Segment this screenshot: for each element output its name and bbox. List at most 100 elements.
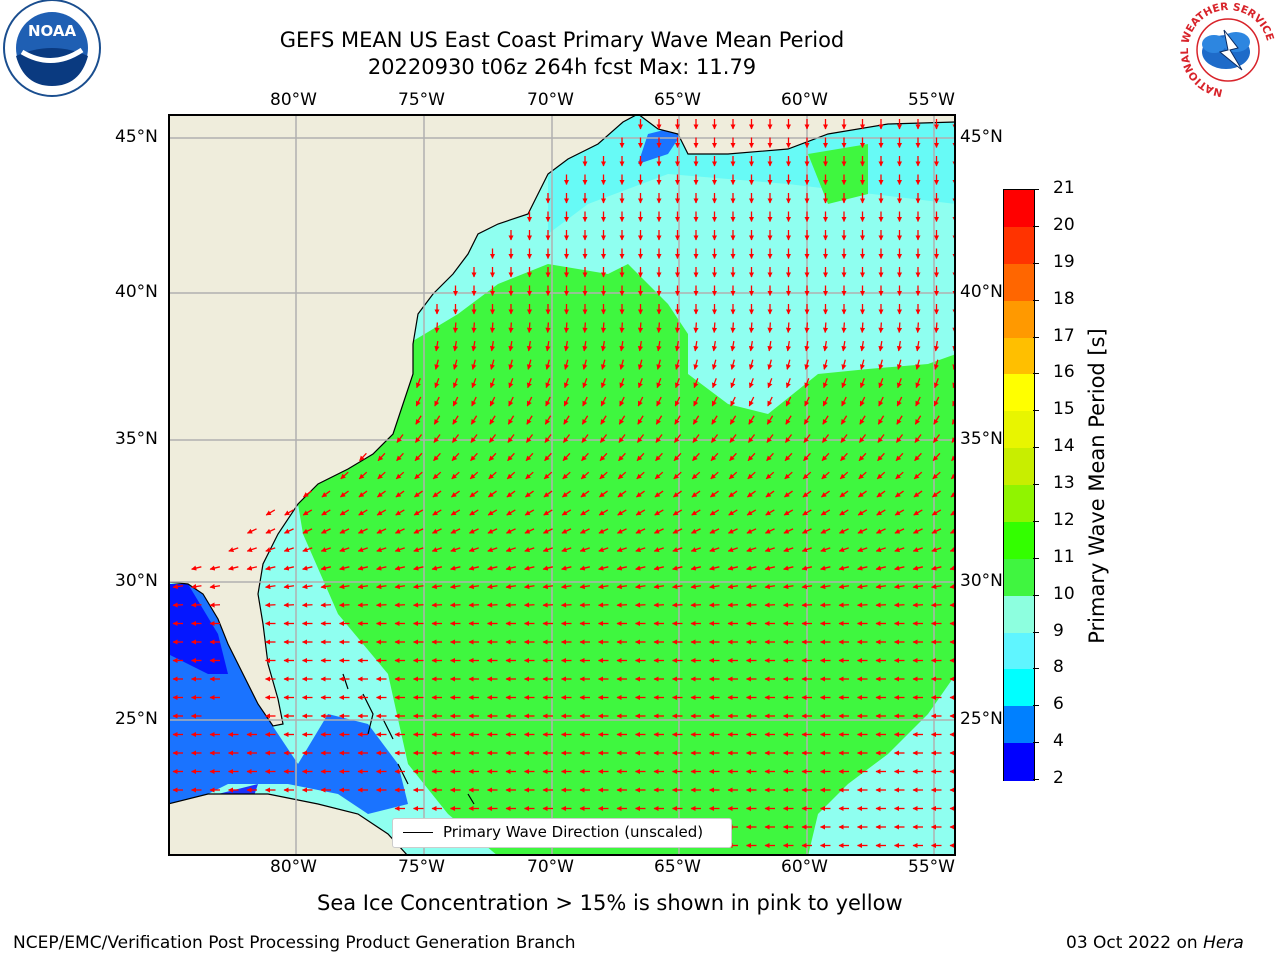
wave-direction-arrow xyxy=(524,565,535,571)
wave-direction-arrow xyxy=(431,565,443,571)
wave-direction-arrow xyxy=(637,322,644,334)
wave-direction-arrow xyxy=(914,415,922,425)
wave-direction-arrow xyxy=(376,547,387,553)
wave-direction-arrow xyxy=(841,322,847,334)
wave-direction-arrow xyxy=(858,434,867,443)
legend-line-icon xyxy=(403,832,433,833)
colorbar-tick-mark xyxy=(1033,520,1039,522)
wave-direction-arrow xyxy=(228,547,239,553)
wave-direction-arrow xyxy=(579,565,591,571)
wave-direction-arrow xyxy=(470,415,478,425)
wave-direction-arrow xyxy=(766,452,774,462)
wave-direction-arrow xyxy=(561,509,572,516)
wave-direction-arrow xyxy=(709,583,720,590)
wave-direction-arrow xyxy=(878,340,884,352)
wave-direction-arrow xyxy=(727,565,739,571)
wave-direction-arrow xyxy=(471,378,477,389)
wave-direction-arrow xyxy=(340,471,349,480)
wave-direction-arrow xyxy=(265,547,276,553)
wave-direction-arrow xyxy=(434,378,440,389)
wave-direction-arrow xyxy=(895,452,904,462)
colorbar-swatch xyxy=(1004,226,1034,265)
wave-direction-arrow xyxy=(525,452,534,462)
wave-direction-arrow xyxy=(896,415,903,425)
ocean-green-ne xyxy=(808,144,868,204)
wave-direction-arrow xyxy=(637,359,643,370)
wave-direction-arrow xyxy=(804,359,810,370)
lat-label-left: 25°N xyxy=(115,709,158,729)
wave-direction-arrow xyxy=(933,322,940,334)
us-landmass xyxy=(169,115,638,727)
colorbar-swatch xyxy=(1004,743,1034,781)
wave-direction-arrow xyxy=(579,583,591,590)
colorbar-swatch xyxy=(1004,595,1034,633)
wave-direction-arrow xyxy=(265,565,276,571)
wave-direction-arrow xyxy=(581,452,589,462)
wave-direction-arrow xyxy=(468,547,479,553)
wave-direction-arrow xyxy=(656,396,662,407)
wave-direction-arrow xyxy=(783,583,794,590)
wave-direction-arrow xyxy=(894,565,905,571)
wave-direction-arrow xyxy=(284,509,294,516)
wave-direction-arrow xyxy=(506,509,516,516)
footer-date: 03 Oct 2022 on Hera xyxy=(1066,933,1244,953)
lat-label-left: 30°N xyxy=(115,571,158,591)
wave-direction-arrow xyxy=(526,340,533,352)
lon-label-bottom: 65°W xyxy=(654,857,701,877)
wave-direction-arrow xyxy=(616,583,628,590)
wave-direction-arrow xyxy=(822,359,828,370)
sea-ice-note: Sea Ice Concentration > 15% is shown in … xyxy=(317,891,903,915)
wave-direction-arrow xyxy=(582,378,588,389)
wave-direction-arrow xyxy=(358,509,368,516)
wave-direction-arrow xyxy=(877,434,885,443)
lat-label-left: 45°N xyxy=(115,127,158,147)
wave-direction-arrow xyxy=(562,434,571,443)
noaa-logo: NOAA xyxy=(0,0,104,104)
wave-direction-arrow xyxy=(545,322,551,334)
wave-direction-arrow xyxy=(526,359,532,370)
wave-direction-arrow xyxy=(876,471,886,480)
colorbar-tick-mark xyxy=(1033,447,1039,449)
wave-direction-arrow xyxy=(561,547,572,553)
wave-direction-arrow xyxy=(672,583,683,590)
wave-direction-arrow xyxy=(582,359,588,370)
wave-direction-arrow xyxy=(508,396,514,407)
wave-direction-arrow xyxy=(377,490,386,498)
wave-direction-arrow xyxy=(950,492,955,498)
wave-direction-arrow xyxy=(302,509,313,516)
wave-direction-arrow xyxy=(896,322,903,334)
wave-direction-arrow xyxy=(932,452,941,462)
wave-direction-arrow xyxy=(931,565,942,571)
wave-direction-arrow xyxy=(431,547,442,553)
wave-direction-arrow xyxy=(764,565,776,571)
wave-direction-arrow xyxy=(545,378,551,389)
wave-direction-arrow xyxy=(302,583,313,590)
wave-direction-arrow xyxy=(654,509,664,516)
wave-direction-arrow xyxy=(599,452,608,462)
wave-direction-arrow xyxy=(674,359,680,370)
colorbar-tick-label: 18 xyxy=(1053,288,1075,309)
wave-direction-arrow xyxy=(413,509,424,516)
wave-direction-arrow xyxy=(452,378,458,389)
wave-direction-arrow xyxy=(729,434,737,443)
wave-direction-arrow xyxy=(265,583,276,590)
wave-direction-arrow xyxy=(746,509,757,516)
wave-direction-arrow xyxy=(711,378,717,389)
wave-direction-arrow xyxy=(339,528,350,534)
wave-direction-arrow xyxy=(764,583,776,590)
wave-direction-arrow xyxy=(451,434,460,443)
wave-direction-arrow xyxy=(246,528,257,534)
wave-direction-arrow xyxy=(489,322,496,334)
wave-direction-arrow xyxy=(692,434,700,443)
wave-direction-arrow xyxy=(801,565,813,571)
wave-direction-arrow xyxy=(838,547,849,553)
wave-direction-arrow xyxy=(857,528,868,534)
wave-direction-arrow xyxy=(822,340,829,352)
wave-direction-arrow xyxy=(526,322,533,334)
wave-direction-arrow xyxy=(730,396,736,407)
wave-direction-arrow xyxy=(414,471,423,480)
wave-direction-arrow xyxy=(321,490,331,498)
wave-direction-arrow xyxy=(450,547,461,553)
wave-direction-arrow xyxy=(376,583,387,590)
wave-direction-arrow xyxy=(265,528,276,534)
